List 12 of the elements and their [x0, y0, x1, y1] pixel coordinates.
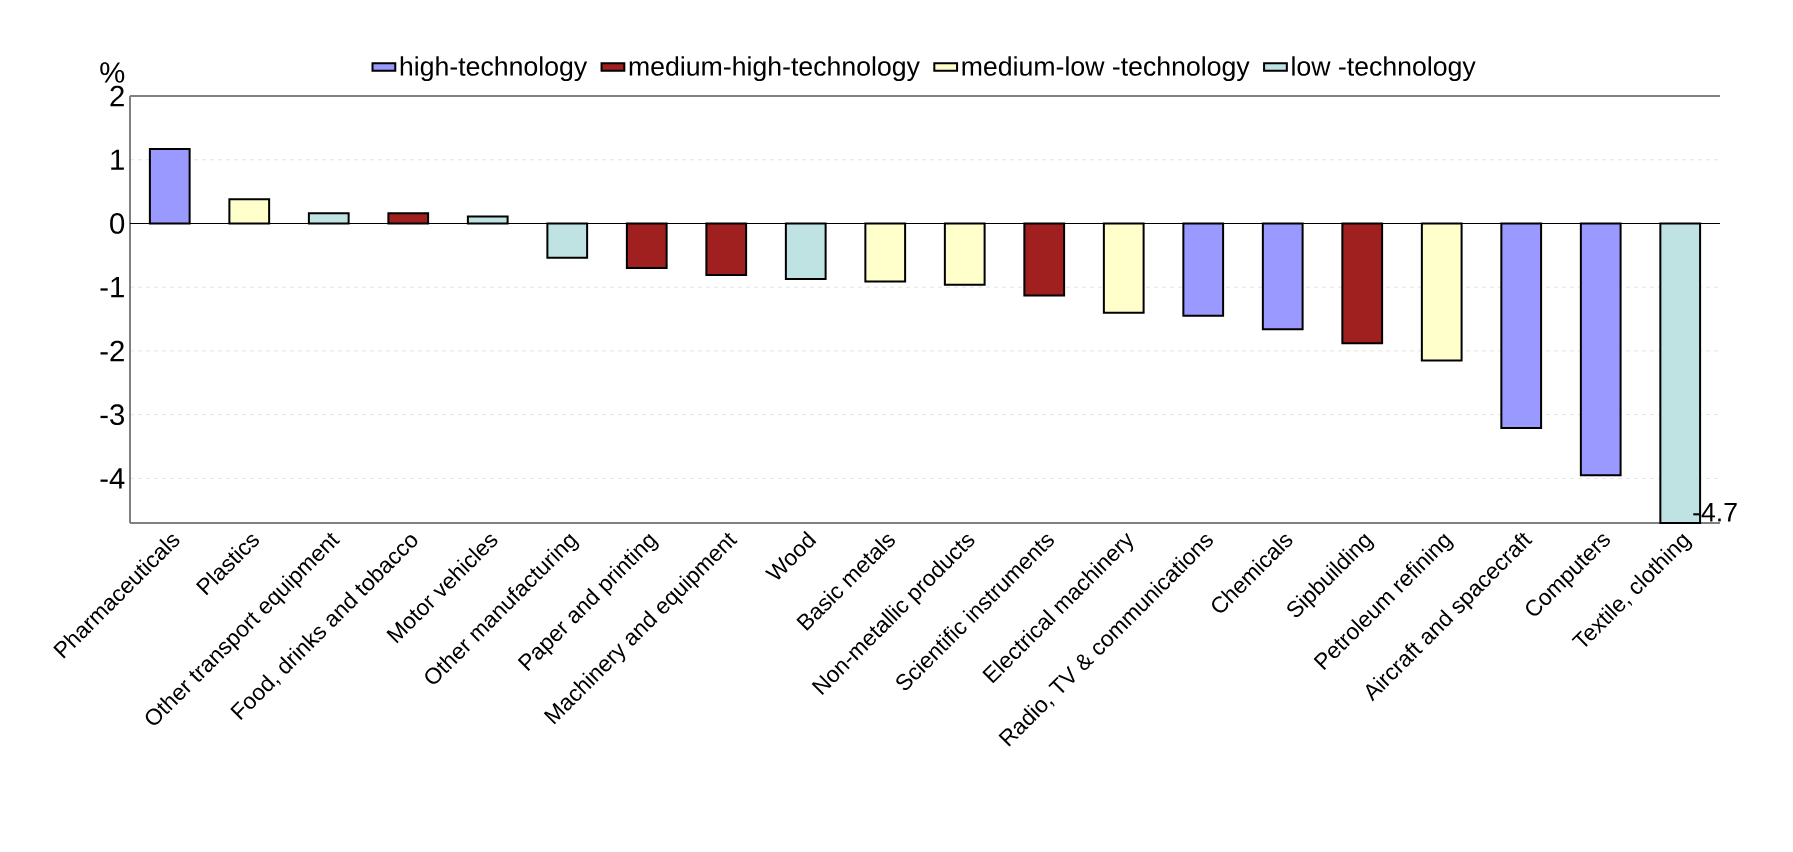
y-tick-label: 1	[111, 149, 124, 170]
y-tick-label: -4	[100, 468, 125, 489]
legend-label: high-technology	[400, 56, 588, 82]
y-tick-label: 2	[110, 85, 124, 107]
legend-label: medium-high-technology	[629, 56, 920, 82]
legend-label: medium-low -technology	[962, 56, 1250, 82]
y-tick-label: -3	[100, 404, 125, 426]
y-tick-label: -2	[100, 340, 124, 362]
y-tick-label: -1	[100, 277, 124, 298]
legend-label: low -technology	[1292, 56, 1476, 82]
y-tick-label: 0	[110, 213, 125, 234]
y-axis-title: %	[100, 62, 125, 83]
